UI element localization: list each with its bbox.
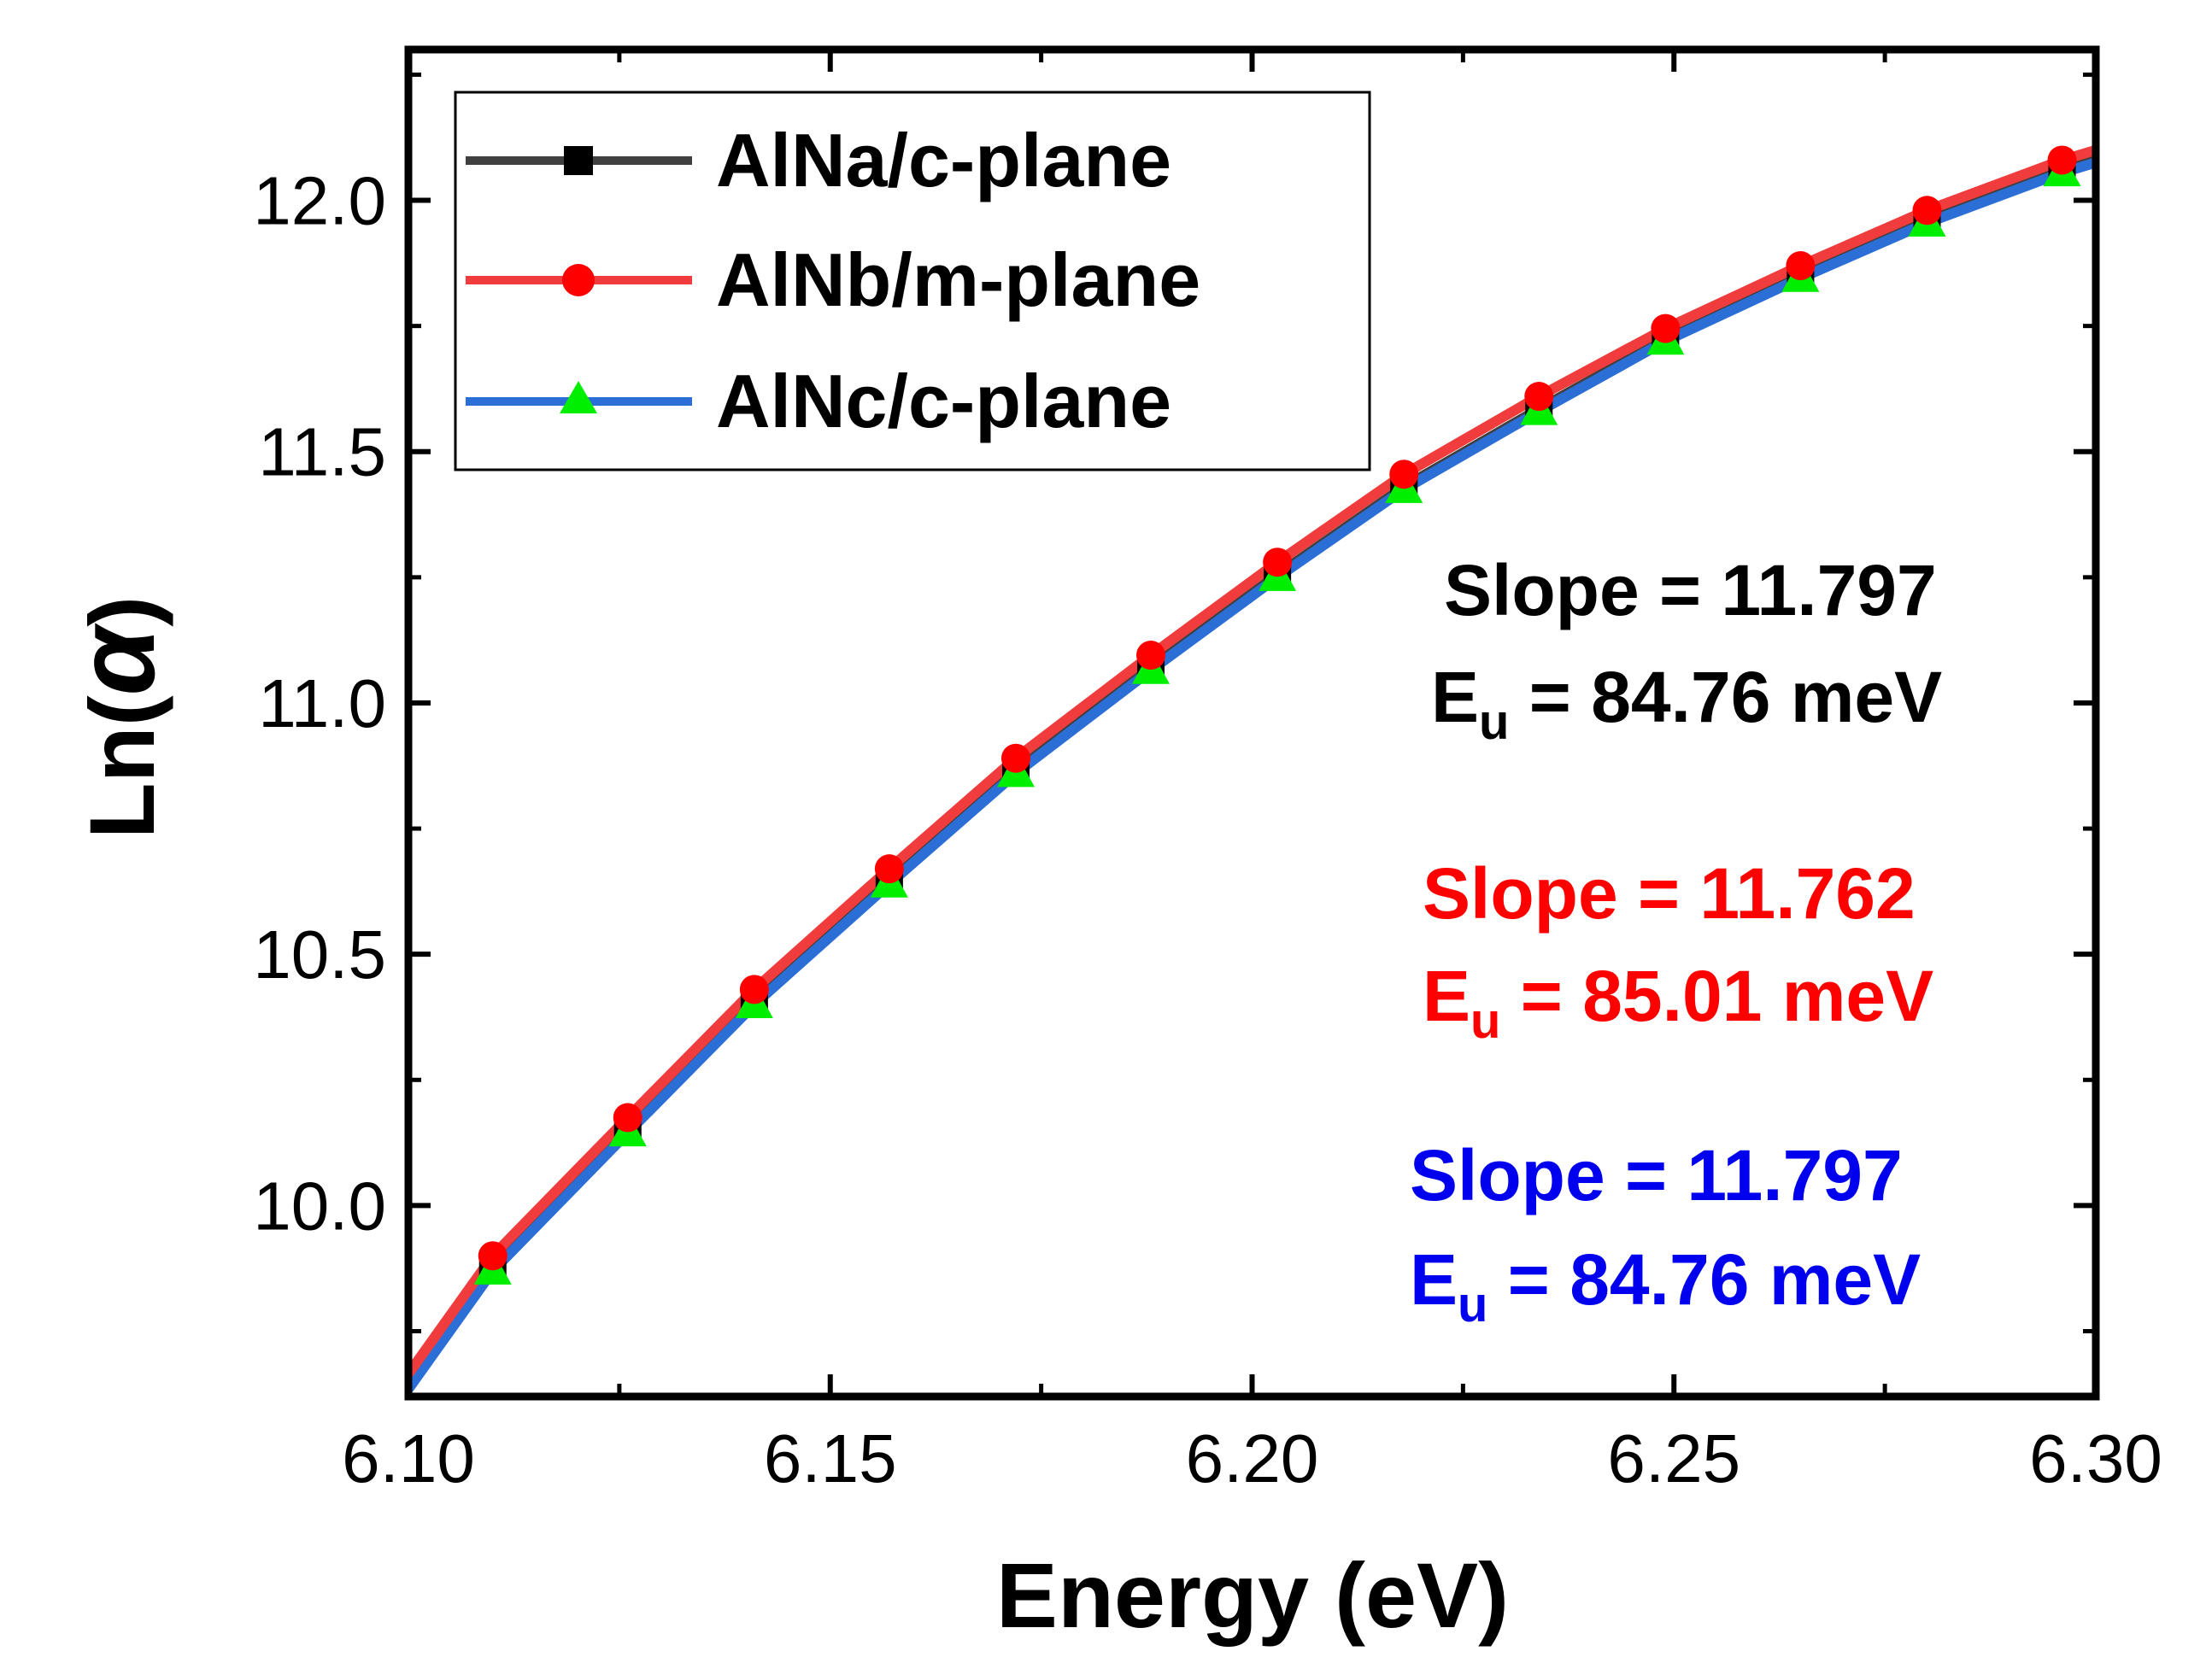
alpha-symbol: α [53,622,178,695]
x-tick-label: 6.15 [764,1420,897,1496]
point-series1-4 [874,854,904,884]
point-series1-9 [1524,382,1554,412]
point-series1-11 [1786,251,1816,281]
x-tick-label: 6.25 [1607,1420,1740,1496]
legend-marker-triangle [560,381,597,413]
y-tick-label: 12.0 [253,163,386,239]
eu-annotation-black: Eu = 84.76 meV [1431,657,1942,750]
x-tick-label: 6.10 [342,1420,475,1496]
annotation-black: Slope = 11.797 Eu = 84.76 meV [1431,550,1942,750]
y-axis-title: Ln(α) [53,596,178,840]
x-axis-title: Energy (eV) [996,1543,1509,1647]
x-tick-labels: 6.10 6.15 6.20 6.25 6.30 [342,1420,2162,1496]
slope-annotation-blue: Slope = 11.797 [1410,1135,1903,1215]
point-series1-12 [1912,196,1942,225]
point-series1-7 [1263,548,1293,577]
eu-annotation-red: Eu = 85.01 meV [1423,956,1933,1049]
legend-label-alnc: AlNc/c-plane [716,359,1171,443]
legend-marker-circle [562,264,595,296]
annotation-red: Slope = 11.762 Eu = 85.01 meV [1423,853,1933,1049]
slope-annotation-red: Slope = 11.762 [1423,853,1916,934]
legend-label-alnb: AlNb/m-plane [716,237,1200,322]
point-series1-10 [1651,313,1681,343]
x-tick-label: 6.20 [1186,1420,1319,1496]
series-layer [408,144,2096,1392]
point-series1-5 [1001,743,1030,773]
legend: AlNa/c-plane AlNb/m-plane AlNc/c-plane [454,91,1371,471]
y-tick-labels: 10.0 10.5 11.0 11.5 12.0 [253,163,386,1244]
annotation-blue: Slope = 11.797 Eu = 84.76 meV [1410,1135,1921,1332]
slope-annotation-black: Slope = 11.797 [1444,550,1937,630]
plot-frame [404,45,2100,1401]
y-tick-label: 11.0 [258,665,386,741]
point-series1-2 [613,1103,642,1133]
legend-marker-square [564,146,593,175]
x-tick-label: 6.30 [2029,1420,2162,1496]
legend-label-alna: AlNa/c-plane [716,118,1171,202]
point-series1-8 [1389,460,1419,489]
point-series1-13 [2047,145,2077,175]
y-tick-label: 10.5 [253,916,386,993]
point-series1-6 [1136,641,1165,671]
y-tick-label: 11.5 [258,414,386,490]
eu-annotation-blue: Eu = 84.76 meV [1410,1239,1921,1332]
y-tick-label: 10.0 [253,1168,386,1244]
point-series1-3 [739,975,769,1004]
point-series1-1 [478,1241,508,1271]
